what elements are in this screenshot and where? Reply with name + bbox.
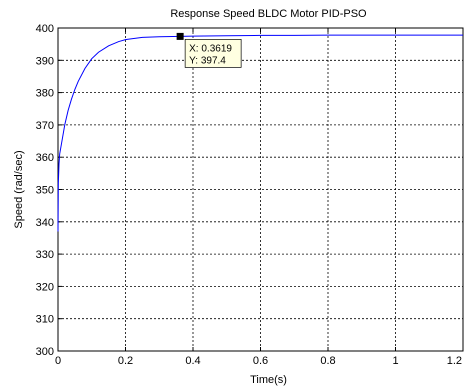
- y-tick-label-7: 370: [36, 120, 54, 132]
- x-tick-label-5: 1: [392, 355, 398, 367]
- y-tick-label-1: 310: [36, 314, 54, 326]
- y-tick-label-9: 390: [36, 55, 54, 67]
- x-tick-label-1: 0.2: [118, 355, 133, 367]
- datatip-box: [184, 39, 242, 68]
- x-tick-label-4: 0.8: [320, 355, 335, 367]
- chart-title: Response Speed BLDC Motor PID-PSO: [170, 8, 367, 20]
- x-tick-labels: 0 0.2 0.4 0.6 0.8 1 1.2: [55, 355, 462, 367]
- grid-lines: [58, 28, 463, 351]
- datatip[interactable]: X: 0.3619 Y: 397.4: [176, 32, 242, 68]
- x-tick-label-6: 1.2: [447, 355, 462, 367]
- datatip-marker[interactable]: [176, 32, 184, 40]
- y-tick-label-5: 350: [36, 185, 54, 197]
- x-tick-label-2: 0.4: [185, 355, 200, 367]
- y-tick-label-6: 360: [36, 152, 54, 164]
- y-tick-label-3: 330: [36, 249, 54, 261]
- x-tick-label-3: 0.6: [253, 355, 268, 367]
- y-tick-label-2: 320: [36, 281, 54, 293]
- axis-ticks: [57, 27, 464, 352]
- y-tick-label-4: 340: [36, 217, 54, 229]
- x-axis-title: Time(s): [250, 374, 287, 386]
- y-tick-labels: 300 310 320 330 340 350 360 370 380 390 400: [36, 23, 54, 358]
- datatip-x-text: X: 0.3619: [189, 43, 232, 54]
- datatip-y-text: Y: 397.4: [189, 55, 226, 66]
- y-tick-label-8: 380: [36, 88, 54, 100]
- y-tick-label-0: 300: [36, 346, 54, 358]
- x-tick-label-0: 0: [55, 355, 61, 367]
- speed-series-line: [57, 34, 463, 232]
- y-tick-label-10: 400: [36, 23, 54, 35]
- y-axis-title: Speed (rad/sec): [13, 150, 25, 228]
